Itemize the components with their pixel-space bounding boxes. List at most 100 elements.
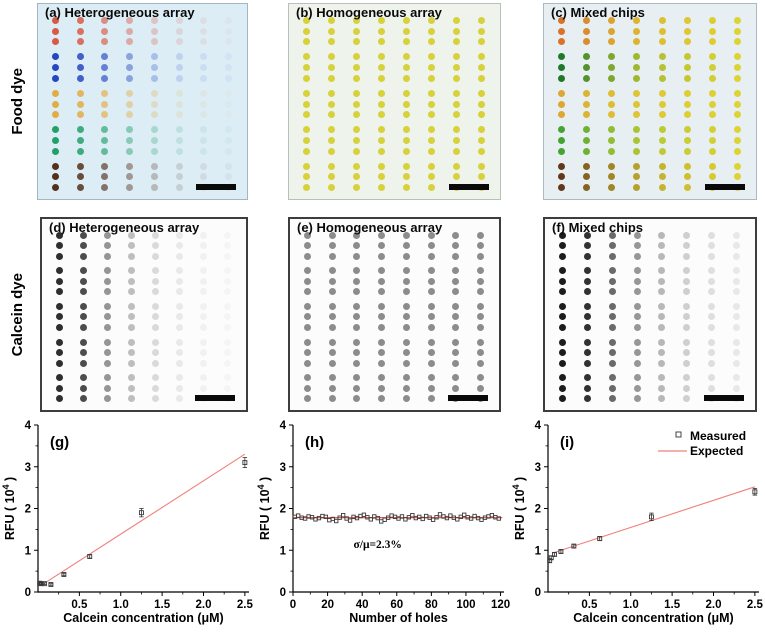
dye-dot [658,126,666,134]
dye-dot [428,16,435,24]
axes: 0.5 1.0 1.5 2.0 2.5 0 1 2 3 4 [25,420,254,611]
dye-dot [453,111,460,119]
dye-dot [658,100,666,108]
dot-row [56,312,231,323]
dot-group [558,124,741,156]
dye-dot [683,267,691,275]
dye-dot [52,162,59,170]
dye-dot [583,338,591,346]
dye-dot [200,64,208,72]
svg-text:RFU ( 104 ): RFU ( 104 ) [1,477,17,540]
dye-dot [708,302,716,310]
dye-dot [104,288,111,296]
dye-dot [708,231,716,239]
dye-dot [224,53,232,61]
dye-dot [200,374,207,382]
dye-dot [559,277,566,285]
dot-row [52,62,232,73]
dye-dot [427,313,435,321]
dye-dot [104,395,111,403]
dye-dot [304,267,311,275]
chart-panel-g: 0.5 1.0 1.5 2.0 2.5 0 1 2 3 4 (g) Calcein concentra… [0,415,255,634]
dye-dot [608,53,616,61]
svg-text:1.0: 1.0 [623,599,639,611]
dye-dot [200,27,208,35]
dye-dot [478,136,485,144]
dot-row [52,88,232,99]
dye-dot [427,288,435,296]
dye-dot [633,184,641,192]
dye-dot [658,147,666,155]
dye-dot [403,74,410,82]
dye-dot [476,338,484,346]
dye-dot [478,89,485,97]
dye-dot [708,162,716,170]
dye-dot [608,242,616,250]
dye-dot [353,89,360,97]
dye-dot [427,252,435,260]
dye-dot [658,136,666,144]
dye-dot [128,384,135,392]
dye-dot [304,277,311,285]
dye-dot [150,111,158,119]
svg-text:1.5: 1.5 [154,599,171,611]
dye-dot [150,147,158,155]
dye-dot [733,27,741,35]
dye-dot [353,27,360,35]
dye-dot [56,267,63,275]
dye-dot [732,302,740,310]
dot-row [56,251,231,262]
dye-dot [200,242,207,250]
dot-row [304,358,484,369]
dye-dot [476,242,484,250]
dye-dot [658,349,666,357]
svg-text:40: 40 [356,599,369,611]
dye-dot [353,74,360,82]
dot-group [52,161,232,193]
dye-dot [402,374,410,382]
dye-dot [353,288,361,296]
dye-dot [708,16,716,24]
dye-dot [683,126,691,134]
dye-dot [608,252,616,260]
panel-f-title: (f) Mixed chips [552,220,644,235]
dye-dot [224,100,232,108]
dot-row [558,51,741,62]
dye-dot [56,252,63,260]
dye-dot [224,126,232,134]
dye-dot [658,288,666,296]
dye-dot [583,231,591,239]
dye-dot [150,74,158,82]
dye-dot [427,324,435,332]
dye-dot [76,89,84,97]
dye-dot [152,338,159,346]
dye-dot [633,126,641,134]
dye-dot [52,27,59,35]
panel-e-dot-array [290,219,499,410]
dye-dot [328,267,336,275]
dye-dot [353,277,361,285]
dot-row [559,266,740,277]
dye-dot [732,313,740,321]
dye-dot [453,126,460,134]
dye-dot [633,38,641,46]
dye-dot [427,384,435,392]
dye-dot [452,277,460,285]
dye-dot [378,111,385,119]
chart-g: 0.5 1.0 1.5 2.0 2.5 0 1 2 3 4 (g) Calcein concentra… [1,420,254,625]
dye-dot [583,16,591,24]
dye-dot [328,338,336,346]
dye-dot [200,126,208,134]
dye-dot [175,147,183,155]
dye-dot [126,100,134,108]
dye-dot [101,126,109,134]
dot-row [558,26,741,37]
dye-dot [558,74,565,82]
dye-dot [224,267,231,274]
dye-dot [583,162,591,170]
svg-text:(i): (i) [560,434,574,451]
dye-dot [583,173,591,181]
dye-dot [104,374,111,382]
dye-dot [378,338,386,346]
svg-text:0: 0 [290,599,296,611]
